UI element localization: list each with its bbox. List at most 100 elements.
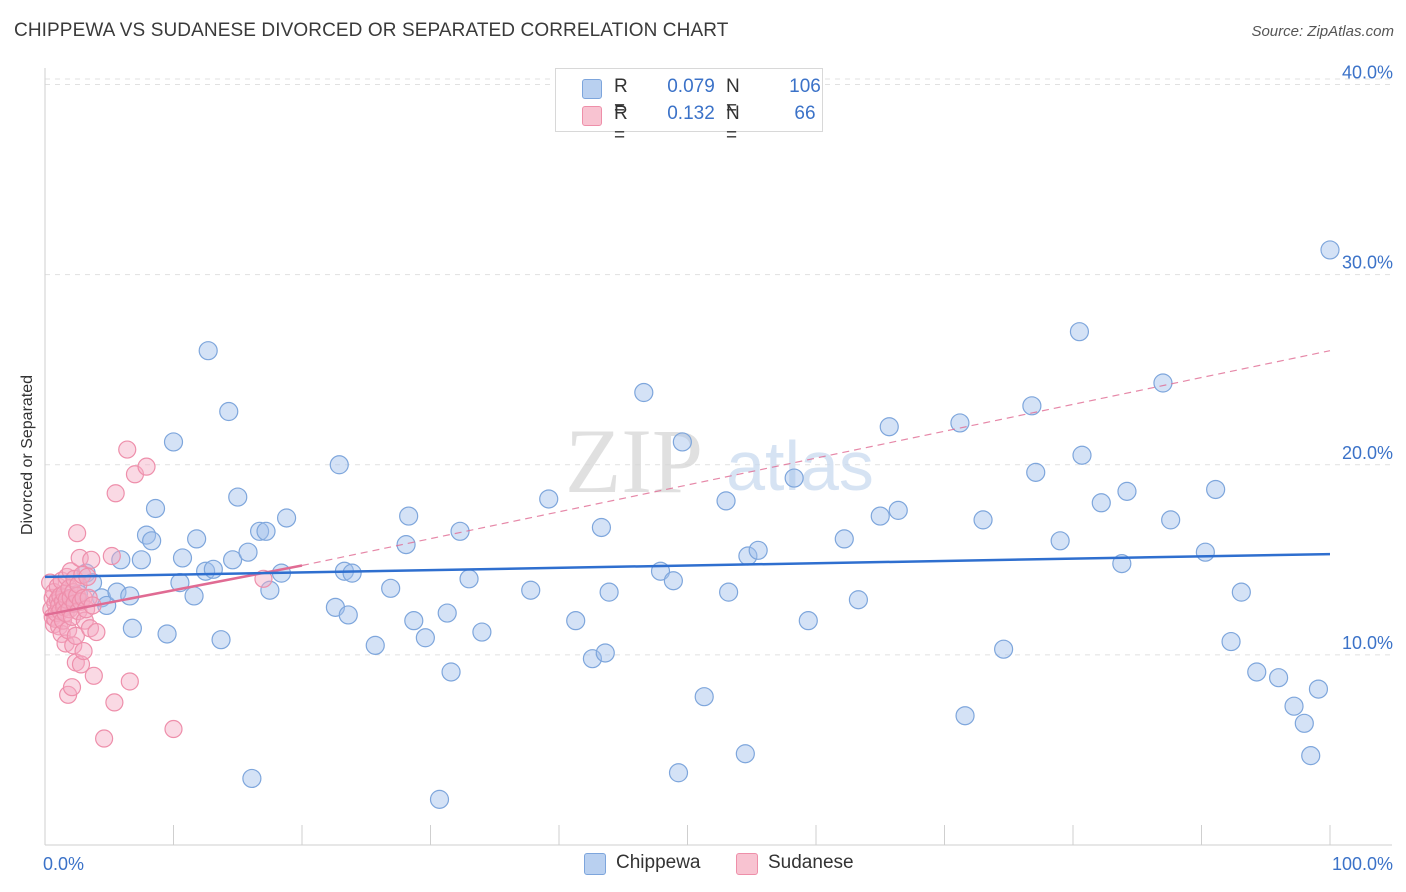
- chippewa-point: [566, 611, 586, 631]
- chippewa-point: [145, 498, 166, 519]
- watermark-zip: ZIP: [565, 410, 703, 512]
- chippewa-point: [415, 628, 435, 648]
- sudanese-point: [84, 666, 103, 685]
- chippewa-point: [663, 571, 683, 591]
- legend-swatch-chippewa: [582, 79, 602, 99]
- chippewa-point: [249, 521, 270, 541]
- chippewa-point: [735, 744, 755, 764]
- chippewa-point: [748, 540, 768, 560]
- chippewa-point: [256, 521, 276, 541]
- trend-lines: [44, 350, 1331, 617]
- axes: [44, 68, 1392, 846]
- chippewa-point: [223, 550, 243, 570]
- series-name-chippewa: Chippewa: [616, 852, 701, 873]
- sudanese-point: [105, 693, 124, 712]
- sudanese-point: [137, 457, 156, 476]
- chippewa-point: [595, 643, 615, 663]
- chippewa-point: [994, 639, 1014, 659]
- sudanese-point: [164, 719, 183, 739]
- chippewa-point: [459, 569, 479, 589]
- chippewa-point: [1320, 240, 1340, 260]
- chippewa-point: [1091, 493, 1111, 513]
- chippewa-point: [120, 586, 140, 606]
- source-note: Source: ZipAtlas.com: [1251, 23, 1394, 40]
- chippewa-point: [122, 618, 142, 638]
- chippewa-point: [450, 521, 470, 541]
- legend-r-value: 0.079: [667, 76, 715, 97]
- y-tick-label: 40.0%: [1342, 63, 1393, 83]
- chippewa-point: [879, 417, 899, 437]
- sudanese-point: [74, 641, 93, 661]
- chippewa-point: [276, 508, 297, 528]
- legend-swatch-sudanese: [582, 106, 602, 126]
- chippewa-point: [716, 491, 736, 511]
- chippewa-point: [238, 542, 258, 562]
- grid-lines: [45, 78, 1392, 656]
- chippewa-point: [242, 768, 262, 789]
- series-swatch-chippewa: [584, 853, 606, 875]
- chippewa-point: [1247, 662, 1267, 682]
- chippewa-point: [342, 563, 362, 583]
- chippewa-point: [870, 506, 890, 526]
- sudanese-point: [87, 622, 106, 642]
- chippewa-points: [54, 240, 1340, 809]
- sudanese-point: [62, 678, 82, 697]
- sudanese-point: [102, 546, 121, 566]
- chippewa-point: [591, 517, 612, 538]
- chippewa-point: [219, 401, 239, 422]
- chippewa-point: [198, 341, 218, 361]
- chippewa-point: [111, 550, 131, 570]
- chart-title: CHIPPEWA VS SUDANESE DIVORCED OR SEPARAT…: [14, 20, 729, 41]
- chippewa-point: [381, 578, 401, 598]
- sudanese-point: [118, 440, 137, 459]
- watermark: ZIP atlas: [565, 410, 874, 512]
- chippewa-trend-line: [44, 552, 1331, 579]
- tick-labels: 10.0% 20.0% 30.0% 40.0% 0.0% 100.0%: [43, 63, 1393, 874]
- chippewa-point: [539, 489, 559, 509]
- chippewa-point: [441, 662, 461, 682]
- chippewa-point: [672, 432, 692, 452]
- y-tick-label: 30.0%: [1342, 253, 1393, 273]
- chippewa-point: [848, 590, 869, 610]
- chippewa-point: [1268, 668, 1289, 688]
- legend-n-label: N =: [726, 103, 740, 146]
- chippewa-point: [955, 706, 975, 726]
- chippewa-point: [1301, 746, 1321, 766]
- y-tick-label: 10.0%: [1342, 633, 1393, 653]
- chippewa-point: [521, 580, 541, 600]
- chippewa-point: [694, 687, 714, 707]
- legend-r-value: 0.132: [667, 103, 715, 124]
- chippewa-point: [136, 525, 157, 545]
- chippewa-point: [1022, 396, 1042, 416]
- chippewa-point: [668, 763, 689, 783]
- chippewa-point: [196, 561, 216, 581]
- y-tick-label: 20.0%: [1342, 443, 1393, 463]
- chippewa-point: [396, 535, 416, 555]
- chippewa-point: [365, 635, 385, 655]
- sudanese-point: [106, 484, 125, 503]
- chippewa-point: [1072, 445, 1092, 465]
- chippewa-point: [834, 529, 854, 549]
- chippewa-point: [1221, 631, 1241, 652]
- legend-r-label: R =: [614, 103, 628, 146]
- chippewa-point: [203, 559, 223, 579]
- chippewa-point: [184, 586, 204, 606]
- chippewa-point: [719, 582, 739, 602]
- series-name-sudanese: Sudanese: [768, 852, 854, 873]
- chippewa-point: [437, 603, 457, 623]
- chippewa-point: [131, 550, 151, 570]
- legend-n-label: N =: [726, 76, 740, 119]
- series-swatch-sudanese: [736, 853, 758, 875]
- chippewa-point: [784, 468, 804, 488]
- sudanese-point: [71, 655, 91, 674]
- chippewa-point: [211, 630, 231, 650]
- legend-r-label: R =: [614, 76, 628, 119]
- chippewa-point: [142, 531, 162, 551]
- chippewa-point: [172, 548, 193, 568]
- chippewa-point: [260, 580, 280, 600]
- chippewa-point: [888, 500, 908, 520]
- legend: R = 0.079 N = 106 R = 0.132 N = 66: [555, 68, 823, 146]
- chippewa-point: [1153, 373, 1173, 393]
- chippewa-point: [634, 382, 654, 403]
